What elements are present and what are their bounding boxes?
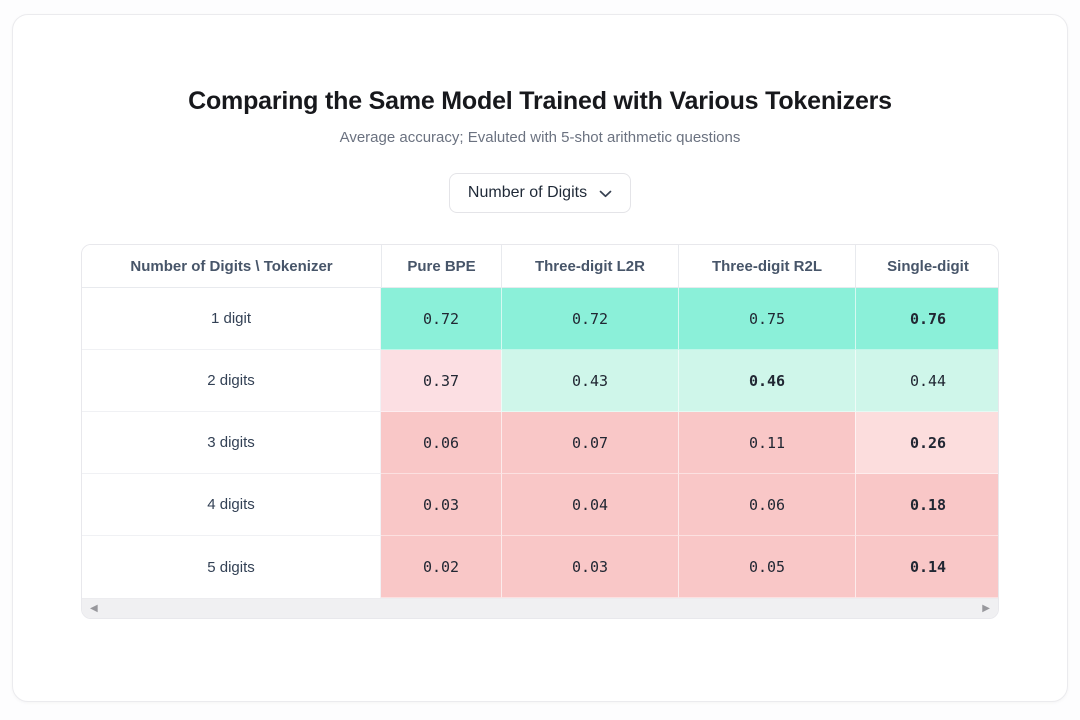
content-card: Comparing the Same Model Trained with Va… [12,14,1068,702]
scroll-right-arrow[interactable]: ▶ [982,602,990,614]
accuracy-table: Number of Digits \ Tokenizer Pure BPE Thr… [82,245,998,598]
table-body: 1 digit 0.72 0.72 0.75 0.76 2 digits 0.37 0.43 0… [82,288,998,598]
scroll-left-arrow[interactable]: ◀ [90,602,98,614]
value-cell: 0.26 [855,412,998,474]
table-row: 5 digits 0.02 0.03 0.05 0.14 [82,536,998,598]
row-label: 3 digits [82,412,381,474]
table-row: 2 digits 0.37 0.43 0.46 0.44 [82,350,998,412]
table-row: 3 digits 0.06 0.07 0.11 0.26 [82,412,998,474]
value-cell: 0.11 [678,412,855,474]
value-cell: 0.72 [501,288,678,350]
accuracy-table-container: Number of Digits \ Tokenizer Pure BPE Thr… [81,244,999,619]
page-title: Comparing the Same Model Trained with Va… [188,87,892,115]
value-cell: 0.07 [501,412,678,474]
value-cell: 0.43 [501,350,678,412]
row-label: 2 digits [82,350,381,412]
digits-dropdown-label: Number of Digits [467,184,588,201]
value-cell: 0.37 [381,350,501,412]
scrollbar-track[interactable] [106,599,975,618]
page-subtitle: Average accuracy; Evaluted with 5-shot a… [339,129,741,146]
value-cell: 0.44 [855,350,998,412]
digits-dropdown[interactable]: Number of Digits [448,173,632,213]
value-cell: 0.46 [678,350,855,412]
table-header-row: Number of Digits \ Tokenizer Pure BPE Thr… [82,245,998,288]
table-row: 4 digits 0.03 0.04 0.06 0.18 [82,474,998,536]
value-cell: 0.14 [855,536,998,598]
value-cell: 0.05 [678,536,855,598]
row-label: 1 digit [82,288,381,350]
value-cell: 0.06 [678,474,855,536]
column-header: Three-digit R2L [678,245,855,288]
value-cell: 0.04 [501,474,678,536]
column-header: Single-digit [855,245,998,288]
chevron-down-icon [599,190,612,198]
table-row: 1 digit 0.72 0.72 0.75 0.76 [82,288,998,350]
value-cell: 0.03 [501,536,678,598]
value-cell: 0.75 [678,288,855,350]
value-cell: 0.03 [381,474,501,536]
row-label: 5 digits [82,536,381,598]
horizontal-scrollbar[interactable]: ◀ ▶ [82,598,998,618]
value-cell: 0.76 [855,288,998,350]
row-label: 4 digits [82,474,381,536]
value-cell: 0.18 [855,474,998,536]
value-cell: 0.72 [381,288,501,350]
corner-header: Number of Digits \ Tokenizer [82,245,381,288]
value-cell: 0.02 [381,536,501,598]
column-header: Pure BPE [381,245,501,288]
column-header: Three-digit L2R [501,245,678,288]
value-cell: 0.06 [381,412,501,474]
